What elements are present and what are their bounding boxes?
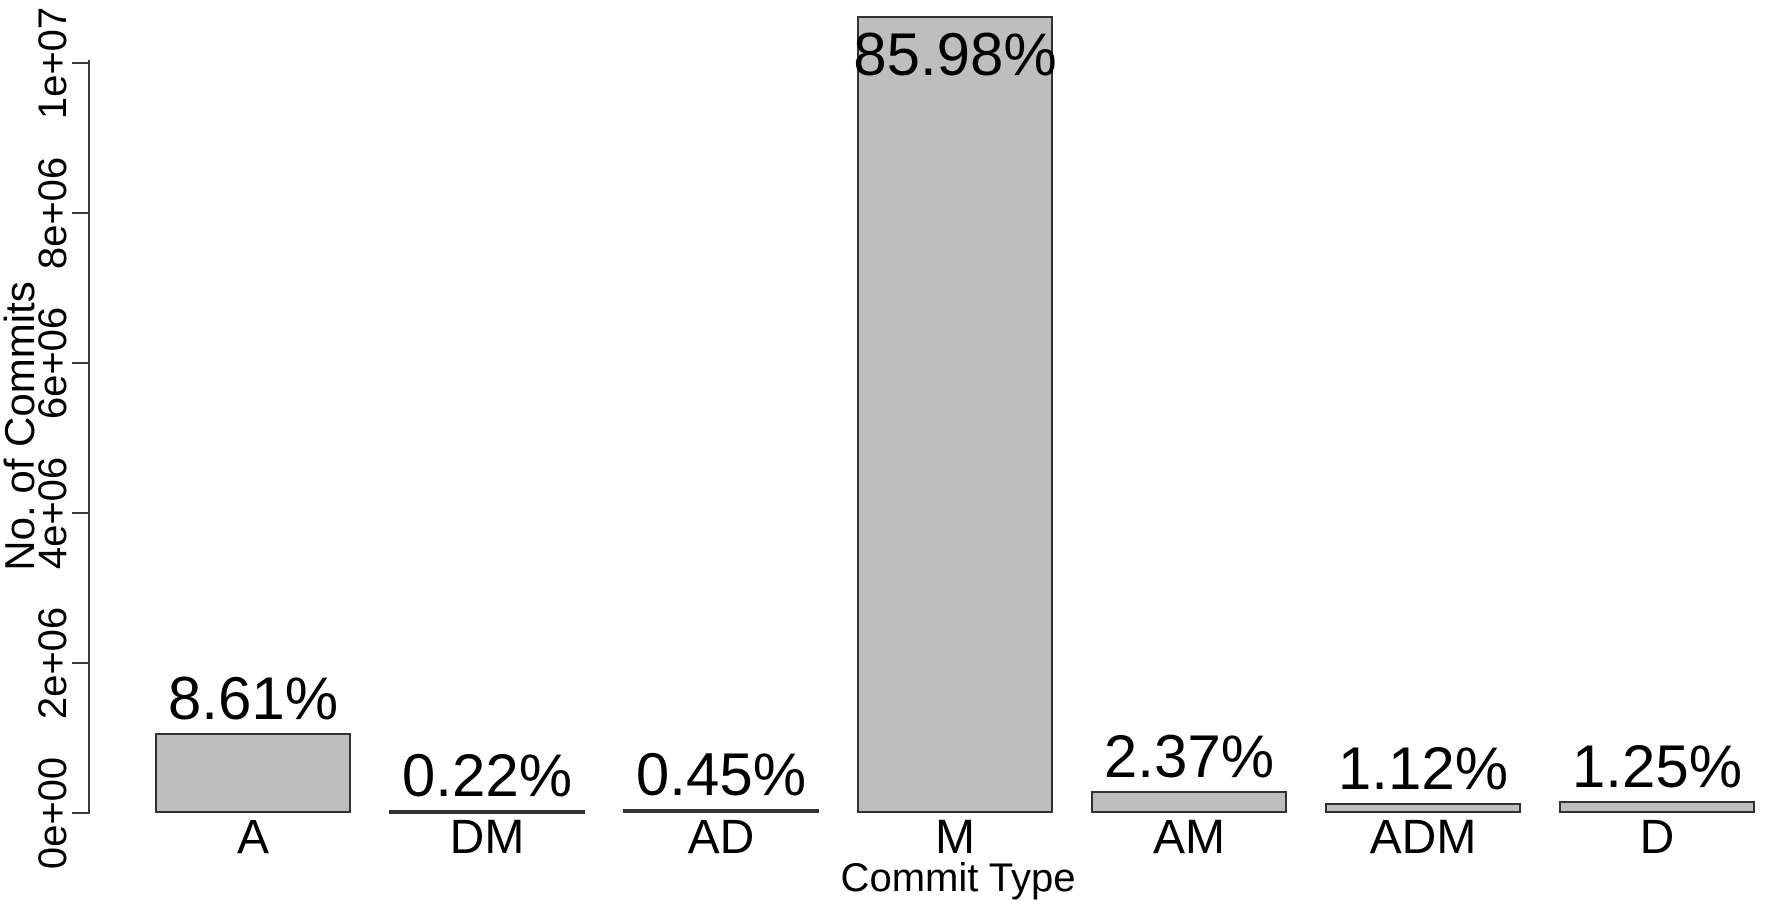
x-category-label-dm: DM [449,811,525,864]
bar-value-label-adm: 1.12% [1337,735,1509,802]
x-category-label-m: M [935,811,975,864]
bar-value-label-dm: 0.22% [401,742,573,809]
y-tick-mark [72,62,88,64]
x-axis-title: Commit Type [840,856,1076,900]
bar-value-label-m: 85.98% [853,21,1057,88]
x-category-label-ad: AD [687,811,755,864]
bar-a [155,733,351,813]
bar-value-label-ad: 0.45% [635,741,807,808]
y-tick-label: 1e+07 [31,6,75,120]
bar-adm [1325,803,1521,813]
y-tick-mark [72,512,88,514]
y-tick-label: 2e+06 [31,606,75,720]
bar-am [1091,791,1287,813]
bar-dm [389,810,585,814]
bar-value-label-a: 8.61% [167,665,339,732]
y-tick-mark [72,362,88,364]
y-axis-title: No. of Commits [0,281,43,571]
bar-m [857,16,1053,813]
y-tick-label: 0e+00 [31,756,75,870]
bar-value-label-d: 1.25% [1571,733,1743,800]
x-category-label-a: A [236,811,270,864]
y-tick-mark [72,212,88,214]
x-category-label-am: AM [1153,811,1225,864]
bar-ad [623,809,819,813]
x-category-label-adm: ADM [1369,811,1477,864]
y-tick-mark [72,812,88,814]
y-axis-line [88,60,90,814]
x-category-label-d: D [1639,811,1675,864]
bar-value-label-am: 2.37% [1103,723,1275,790]
y-tick-mark [72,662,88,664]
y-tick-label: 8e+06 [31,156,75,270]
bar-d [1559,801,1755,813]
